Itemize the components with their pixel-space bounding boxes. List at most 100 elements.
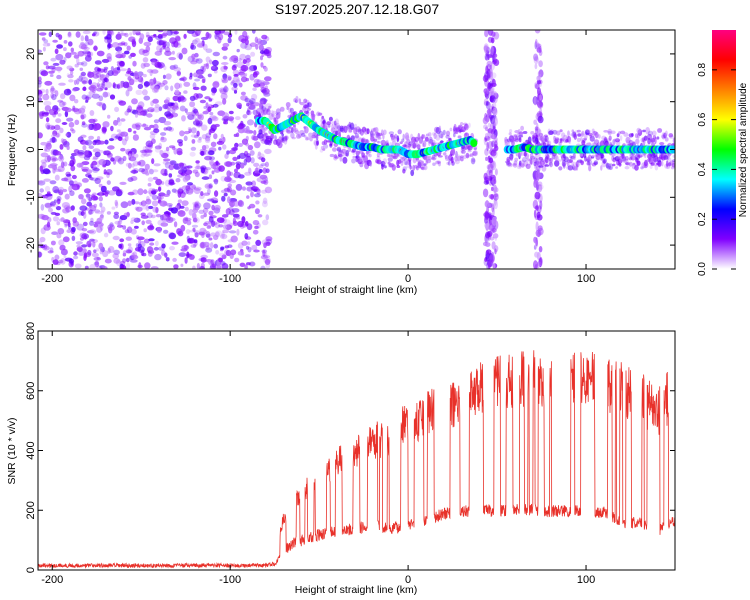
heatmap-cell bbox=[45, 117, 50, 123]
heatmap-cell bbox=[334, 156, 339, 159]
heatmap-cell bbox=[216, 36, 222, 44]
heatmap-cell bbox=[247, 119, 254, 126]
heatmap-cell bbox=[88, 209, 94, 215]
heatmap-cell bbox=[189, 101, 196, 108]
heatmap-cell bbox=[295, 95, 299, 103]
heatmap-cell bbox=[252, 87, 257, 91]
heatmap-cell bbox=[146, 246, 154, 253]
heatmap-cell bbox=[212, 178, 219, 183]
heatmap-cell bbox=[617, 158, 623, 164]
heatmap-cell bbox=[250, 157, 255, 164]
heatmap-cell bbox=[513, 160, 518, 166]
heatmap-cell bbox=[212, 51, 220, 57]
heatmap-cell bbox=[98, 95, 104, 102]
heatmap-cell bbox=[539, 256, 543, 266]
heatmap-cell bbox=[175, 36, 181, 42]
heatmap-cell bbox=[51, 231, 58, 235]
heatmap-cell bbox=[55, 118, 62, 124]
heatmap-cell bbox=[196, 162, 200, 170]
heatmap-cell bbox=[234, 168, 238, 173]
heatmap-cell bbox=[251, 93, 258, 101]
heatmap-cell bbox=[94, 60, 102, 65]
heatmap-cell bbox=[205, 62, 210, 70]
heatmap-cell bbox=[228, 230, 237, 234]
heatmap-cell bbox=[186, 112, 194, 116]
heatmap-cell bbox=[38, 32, 47, 36]
heatmap-cell bbox=[81, 228, 88, 232]
heatmap-cell bbox=[140, 200, 147, 207]
heatmap-cell bbox=[214, 33, 218, 40]
heatmap-cell bbox=[159, 149, 164, 156]
heatmap-cell bbox=[247, 107, 251, 113]
heatmap-cell bbox=[147, 182, 152, 187]
heatmap-cell bbox=[143, 228, 147, 233]
heatmap-cell bbox=[66, 65, 73, 70]
heatmap-cell bbox=[525, 153, 529, 160]
heatmap-cell bbox=[130, 169, 139, 174]
heatmap-cell bbox=[208, 237, 213, 241]
heatmap-cell bbox=[225, 208, 231, 216]
heatmap-cell bbox=[59, 246, 64, 251]
heatmap-cell bbox=[247, 144, 254, 151]
heatmap-cell bbox=[171, 107, 176, 114]
heatmap-cell bbox=[106, 211, 111, 215]
heatmap-cell bbox=[194, 200, 200, 207]
heatmap-cell bbox=[448, 161, 451, 166]
heatmap-cell bbox=[112, 82, 116, 89]
heatmap-cell bbox=[87, 71, 95, 78]
heatmap-cell bbox=[249, 42, 257, 47]
heatmap-cell bbox=[98, 216, 104, 221]
heatmap-cell bbox=[112, 235, 120, 241]
heatmap-cell bbox=[38, 132, 43, 139]
heatmap-cell bbox=[135, 206, 143, 212]
heatmap-cell bbox=[351, 158, 356, 164]
heatmap-cell bbox=[483, 180, 489, 185]
heatmap-cell bbox=[265, 236, 273, 242]
heatmap-cell bbox=[245, 181, 253, 186]
heatmap-cell bbox=[666, 160, 669, 167]
chart-title: S197.2025.207.12.18.G07 bbox=[275, 1, 439, 17]
heatmap-cell bbox=[264, 258, 271, 265]
heatmap-cell bbox=[304, 126, 309, 134]
heatmap-cell bbox=[85, 99, 89, 103]
heatmap-cell bbox=[65, 133, 69, 137]
heatmap-cell bbox=[567, 130, 570, 137]
x-tick-label: -200 bbox=[41, 273, 63, 285]
heatmap-cell bbox=[38, 180, 44, 184]
heatmap-cell bbox=[122, 225, 127, 230]
heatmap-cell bbox=[114, 106, 120, 113]
heatmap-cell bbox=[165, 73, 172, 80]
heatmap-cell bbox=[132, 60, 137, 67]
heatmap-cell bbox=[85, 139, 93, 146]
heatmap-cell bbox=[92, 168, 100, 172]
heatmap-cell bbox=[263, 66, 268, 72]
heatmap-cell bbox=[70, 205, 75, 211]
heatmap-cell bbox=[409, 165, 412, 170]
heatmap-cell bbox=[432, 162, 436, 166]
heatmap-cell bbox=[104, 150, 112, 156]
heatmap-cell bbox=[557, 159, 562, 162]
heatmap-cell bbox=[115, 51, 121, 58]
heatmap-cell bbox=[44, 185, 51, 193]
spectrogram-y-axis-label: Frequency (Hz) bbox=[6, 114, 18, 186]
heatmap-cell bbox=[99, 250, 103, 255]
heatmap-cell bbox=[261, 157, 266, 163]
heatmap-cell bbox=[73, 79, 77, 86]
heatmap-cell bbox=[39, 165, 43, 172]
heatmap-cell bbox=[89, 220, 95, 226]
colorbar-tick-label: 0.2 bbox=[697, 212, 708, 226]
heatmap-cell bbox=[67, 31, 73, 39]
heatmap-cell bbox=[612, 163, 616, 167]
heatmap-cell bbox=[89, 238, 95, 242]
heatmap-cell bbox=[99, 190, 103, 198]
heatmap-cell bbox=[97, 140, 106, 145]
heatmap-cell bbox=[237, 220, 244, 228]
heatmap-cell bbox=[243, 158, 247, 166]
heatmap-cell bbox=[131, 98, 138, 105]
heatmap-cell bbox=[183, 130, 190, 135]
heatmap-cell bbox=[241, 216, 246, 224]
x-tick-label: 100 bbox=[577, 273, 595, 285]
heatmap-cell bbox=[52, 157, 59, 161]
heatmap-cell bbox=[142, 73, 147, 78]
heatmap-cell bbox=[91, 160, 98, 166]
